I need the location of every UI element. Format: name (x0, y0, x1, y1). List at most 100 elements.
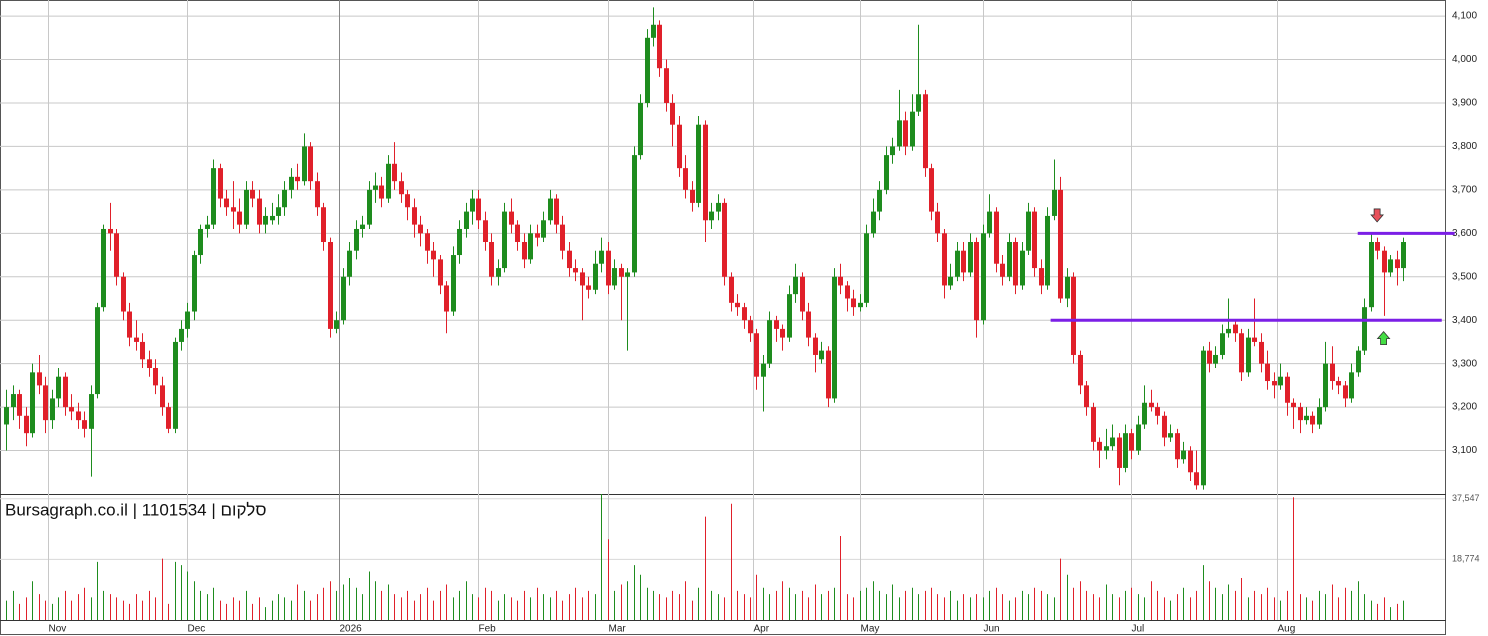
candle-body (897, 120, 902, 147)
candle-body (231, 207, 236, 212)
volume-tick-label: 18,774 (1452, 554, 1480, 564)
candle-body (1058, 189, 1063, 299)
candle-body (334, 320, 339, 329)
candle-body (987, 211, 992, 234)
candle-body (63, 376, 68, 408)
candle-body (1310, 415, 1315, 425)
candle-body (386, 163, 391, 199)
candle-body (1265, 363, 1270, 382)
candle-body (1220, 333, 1225, 355)
candle-body (670, 102, 675, 125)
candle-body (838, 276, 843, 286)
candle-body (1213, 354, 1218, 364)
y-tick-label: 3,700 (1452, 185, 1477, 196)
candle-body (1045, 215, 1050, 286)
candle-body (522, 242, 527, 260)
candle-body (1317, 407, 1322, 425)
candle-body (341, 276, 346, 321)
y-tick-label: 4,000 (1452, 54, 1477, 65)
signal-arrow (1376, 330, 1391, 345)
y-tick-label: 3,100 (1452, 445, 1477, 456)
candle-body (780, 328, 785, 338)
candle-body (354, 228, 359, 251)
candle-body (1091, 407, 1096, 442)
candle-body (1162, 415, 1167, 438)
candle-body (315, 181, 320, 208)
candle-body (1349, 372, 1354, 399)
candle-body (24, 415, 29, 434)
candle-body (1259, 341, 1264, 364)
candle-body (405, 194, 410, 208)
candle-body (793, 276, 798, 295)
candle-body (703, 124, 708, 221)
candle-body (813, 337, 818, 355)
candle-body (871, 211, 876, 234)
candle-body (1104, 446, 1109, 451)
candle-body (347, 250, 352, 277)
candle-body (554, 198, 559, 225)
chart-title: Bursagraph.co.il | 1101534 | סלקום (5, 500, 266, 519)
candle-body (599, 250, 604, 264)
candle-body (1155, 407, 1160, 416)
candle-body (683, 168, 688, 190)
candle-body (619, 268, 624, 277)
candle-body (1201, 350, 1206, 486)
candle-body (657, 24, 662, 69)
x-tick-label: May (861, 624, 880, 635)
y-tick-label: 3,200 (1452, 402, 1477, 413)
candle-body (606, 250, 611, 286)
candle-body (211, 168, 216, 225)
candle-body (826, 350, 831, 399)
candle-body (916, 94, 921, 112)
y-tick-label: 3,900 (1452, 98, 1477, 109)
candle-body (651, 24, 656, 38)
candle-body (496, 268, 501, 277)
candle-body (418, 224, 423, 234)
candle-body (1278, 376, 1283, 386)
candle-body (1097, 441, 1102, 451)
candle-body (43, 385, 48, 421)
candle-body (308, 146, 313, 182)
candle-body (360, 224, 365, 229)
candle-body (244, 189, 249, 225)
x-tick-label: Jul (1132, 624, 1145, 635)
candle-body (1078, 354, 1083, 386)
candle-body (1330, 363, 1335, 382)
candle-body (1000, 263, 1005, 277)
candle-body (1304, 415, 1309, 421)
candle-body (1194, 472, 1199, 486)
candle-body (1298, 407, 1303, 421)
candle-body (722, 202, 727, 277)
signal-arrow (1370, 208, 1384, 223)
candle-body (729, 276, 734, 303)
candle-body (1020, 250, 1025, 286)
candle-body (1052, 189, 1057, 216)
candle-body (114, 233, 119, 277)
candle-body (787, 294, 792, 338)
candle-body (1123, 433, 1128, 468)
candle-body (1168, 433, 1173, 438)
candle-body (625, 272, 630, 277)
candle-body (1388, 259, 1393, 273)
candle-body (367, 189, 372, 225)
candle-body (11, 394, 16, 408)
y-tick-label: 3,600 (1452, 228, 1477, 239)
candle-body (444, 285, 449, 312)
candle-body (961, 250, 966, 273)
candle-body (328, 242, 333, 329)
candle-body (108, 228, 113, 234)
candle-body (910, 111, 915, 147)
x-tick-label: Jun (984, 624, 1000, 635)
y-tick-label: 3,300 (1452, 358, 1477, 369)
candle-body (716, 202, 721, 212)
candle-body (864, 233, 869, 303)
candle-body (464, 211, 469, 229)
candle-body (884, 155, 889, 190)
candle-body (1343, 385, 1348, 399)
candle-body (82, 420, 87, 429)
x-tick-label: Mar (609, 624, 627, 635)
candle-body (1272, 381, 1277, 386)
candle-body (198, 228, 203, 256)
candle-body (1246, 337, 1251, 373)
